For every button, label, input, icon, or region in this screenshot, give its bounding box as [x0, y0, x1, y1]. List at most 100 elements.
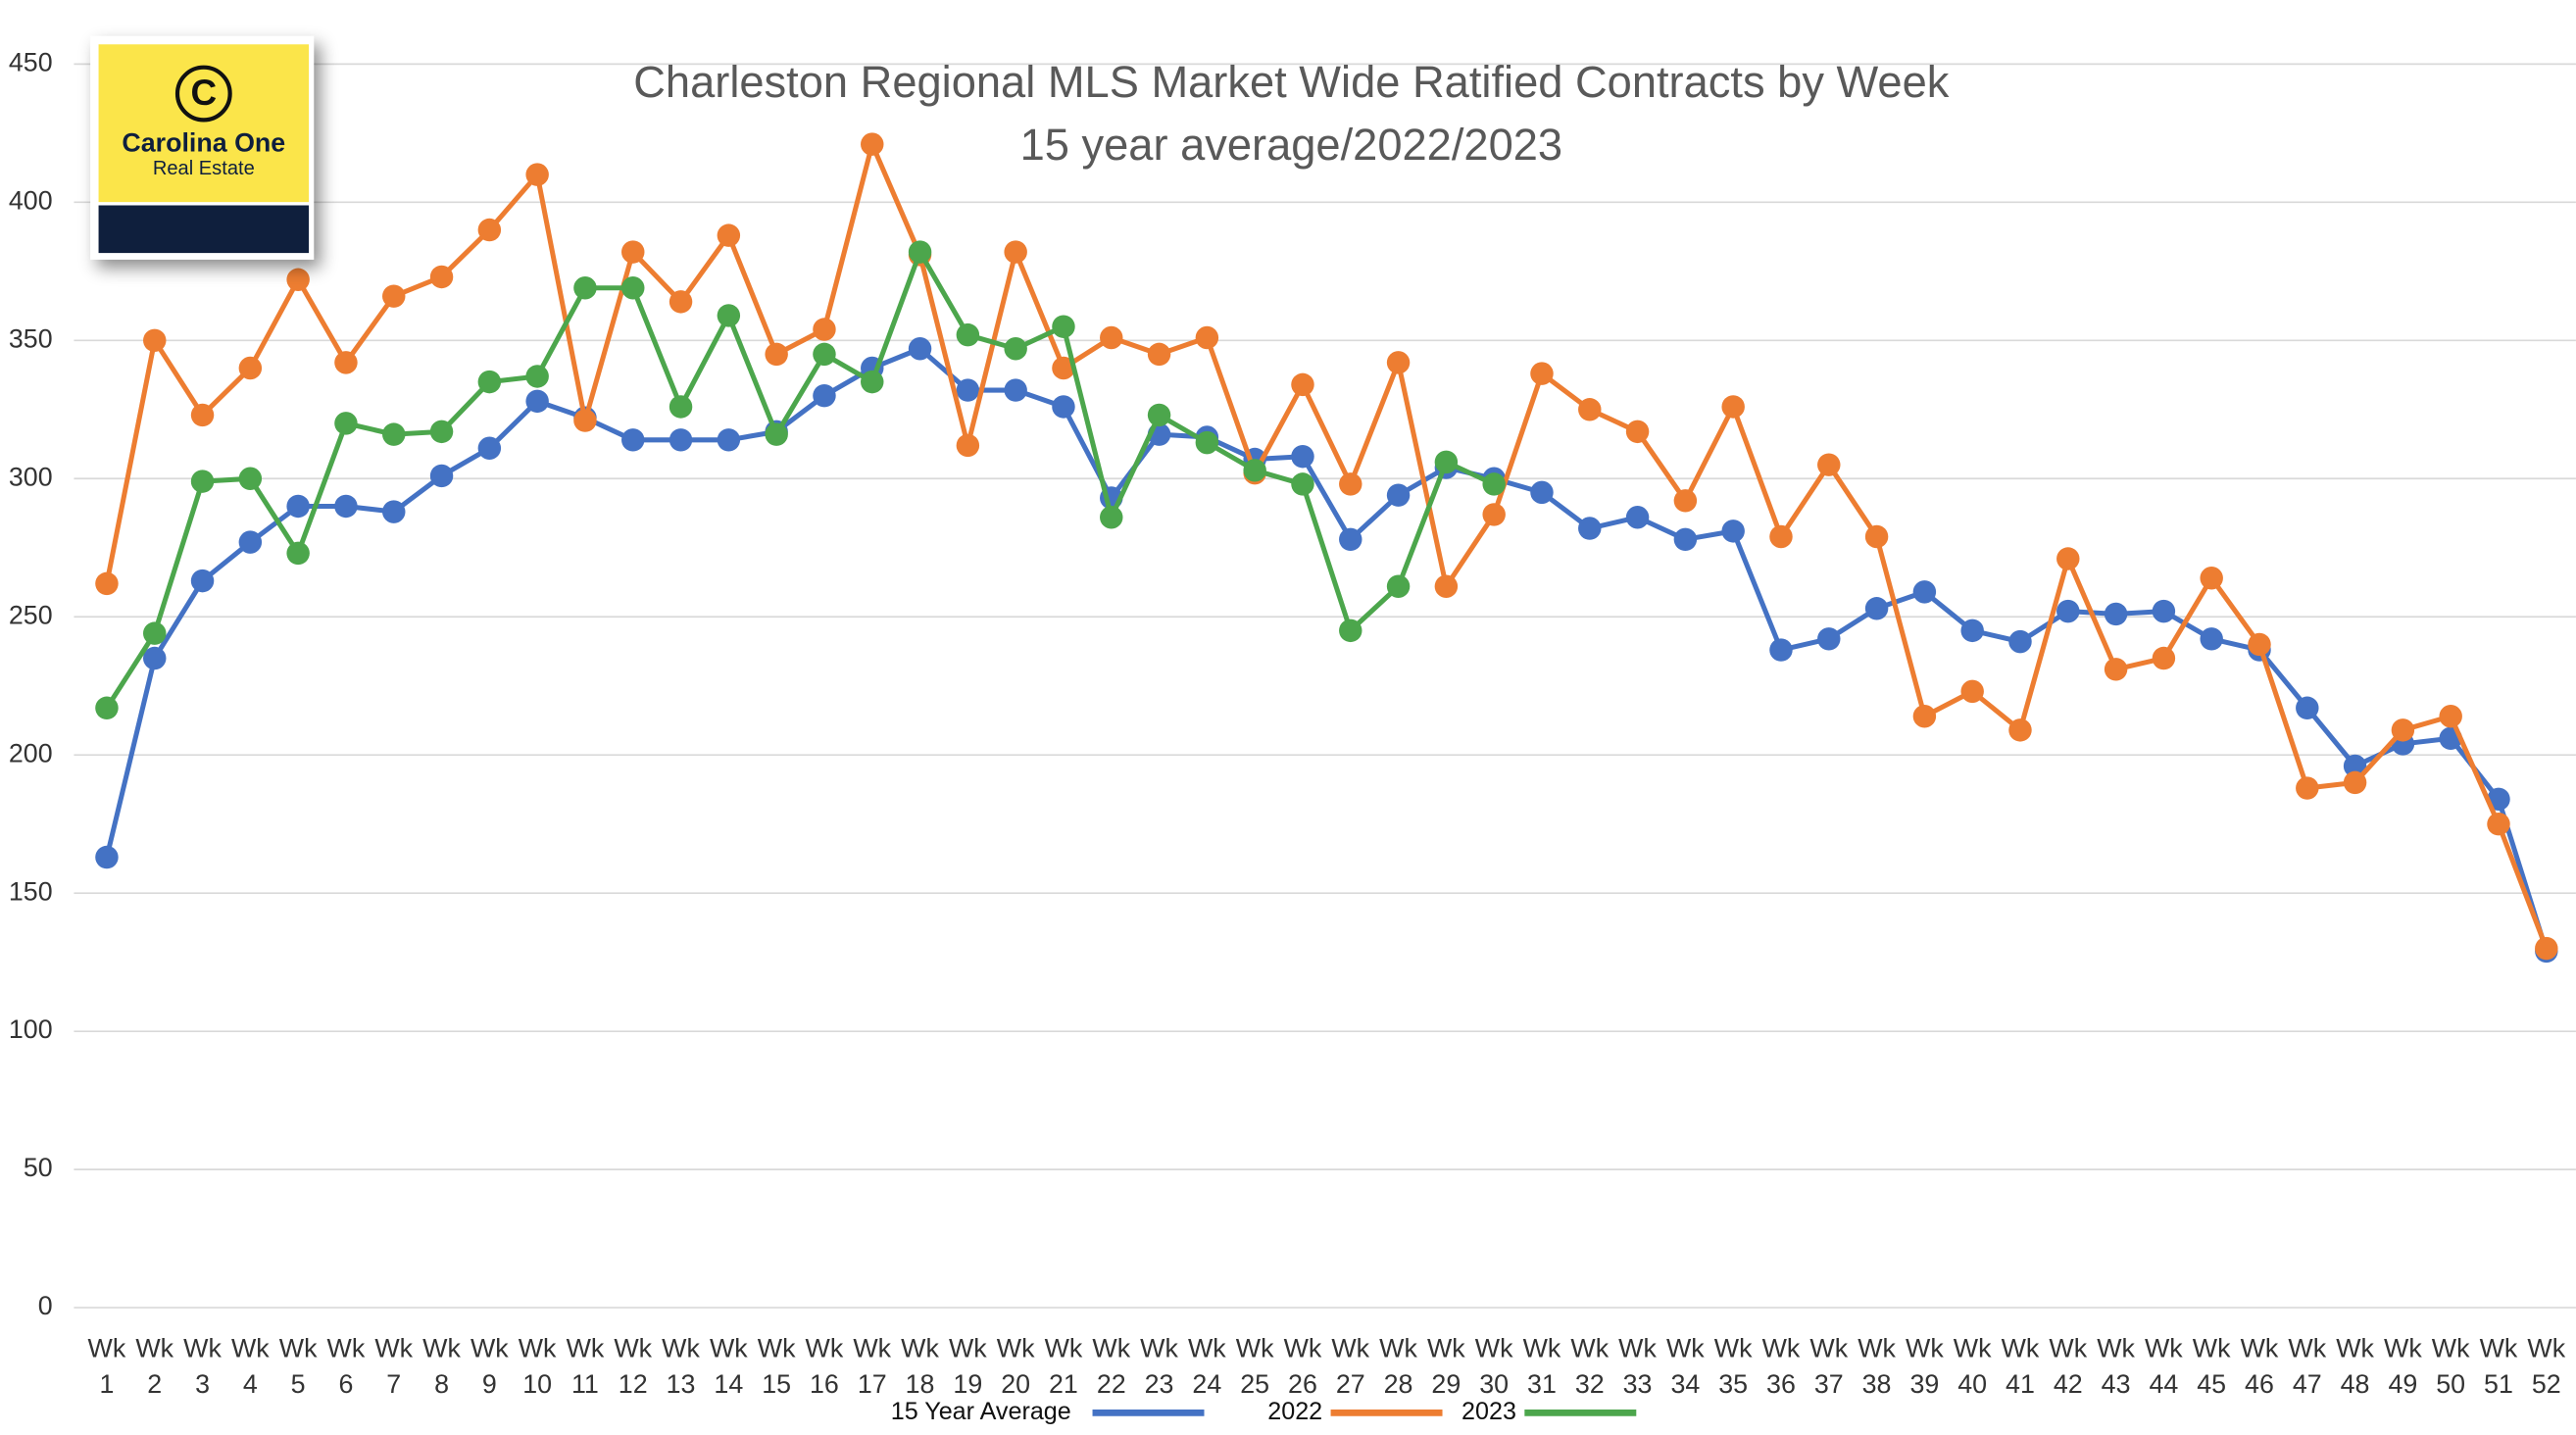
data-point: [143, 646, 167, 670]
data-point: [382, 500, 406, 523]
data-point: [2535, 936, 2558, 961]
series-line: [104, 249, 1496, 710]
data-point: [1291, 444, 1314, 469]
x-tick-label: Wk 50: [2431, 1335, 2470, 1400]
data-point: [861, 370, 884, 394]
data-point: [1482, 503, 1506, 526]
data-point: [1195, 325, 1219, 350]
data-point: [238, 530, 263, 554]
data-point: [813, 342, 836, 367]
data-point: [1386, 351, 1411, 374]
data-point: [477, 370, 502, 394]
data-point: [1817, 453, 1841, 476]
data-point: [1291, 472, 1314, 496]
data-point: [573, 276, 597, 300]
data-point: [334, 412, 358, 435]
x-tick-label: Wk 26: [1283, 1335, 1322, 1400]
x-tick-label: Wk 12: [614, 1335, 653, 1400]
data-point: [2487, 812, 2510, 836]
x-tick-label: Wk 47: [2288, 1335, 2327, 1400]
data-point: [2104, 602, 2128, 626]
data-point: [621, 240, 645, 264]
data-point: [1052, 356, 1075, 380]
data-point: [334, 351, 358, 374]
data-point: [956, 322, 980, 347]
data-point: [1339, 472, 1362, 496]
data-point: [765, 342, 788, 367]
y-tick-label: 50: [24, 1153, 53, 1182]
data-point: [1434, 450, 1459, 474]
x-tick-label: Wk 4: [230, 1335, 270, 1400]
x-tick-label: Wk 51: [2479, 1335, 2518, 1400]
x-tick-label: Wk 14: [709, 1335, 748, 1400]
y-tick-label: 450: [9, 47, 53, 76]
data-point: [1482, 472, 1506, 496]
data-point: [1817, 627, 1841, 651]
data-point: [669, 290, 693, 314]
data-point: [1864, 597, 1889, 620]
data-point: [2248, 632, 2271, 657]
logo-band: [98, 205, 310, 254]
data-point: [908, 337, 932, 361]
data-point: [1052, 315, 1075, 338]
x-tick-label: Wk 2: [135, 1335, 174, 1400]
x-tick-label: Wk 20: [996, 1335, 1035, 1400]
legend-label: 2023: [1461, 1398, 1516, 1425]
data-point: [286, 494, 310, 519]
data-point: [1530, 480, 1554, 505]
x-tick-label: Wk 42: [2049, 1335, 2088, 1400]
data-point: [1578, 517, 1602, 540]
data-point: [1769, 638, 1793, 662]
x-tick-label: Wk 3: [183, 1335, 222, 1400]
data-point: [1386, 483, 1411, 507]
data-point: [861, 132, 884, 156]
data-point: [1721, 520, 1745, 543]
data-point: [1195, 430, 1219, 455]
y-tick-label: 150: [9, 876, 53, 906]
legend-label: 15 Year Average: [891, 1398, 1071, 1425]
data-point: [95, 571, 119, 596]
data-point: [2056, 599, 2080, 623]
x-tick-label: Wk 48: [2336, 1335, 2374, 1400]
data-point: [190, 470, 215, 493]
data-point: [2104, 658, 2128, 681]
data-point: [2343, 754, 2367, 778]
data-point: [717, 304, 741, 327]
y-tick-label: 250: [9, 600, 53, 629]
data-point: [2343, 770, 2367, 795]
data-point: [813, 318, 836, 341]
data-point: [1625, 420, 1650, 444]
x-tick-label: Wk 36: [1761, 1335, 1801, 1400]
data-point: [717, 223, 741, 247]
x-tick-label: Wk 5: [278, 1335, 318, 1400]
data-point: [1625, 506, 1650, 529]
data-point: [429, 464, 454, 488]
x-tick-label: Wk 11: [566, 1335, 605, 1400]
data-point: [621, 428, 645, 452]
data-point: [1004, 378, 1027, 402]
logo-symbol: C: [191, 73, 218, 113]
x-tick-label: Wk 10: [518, 1335, 557, 1400]
x-tick-label: Wk 6: [326, 1335, 366, 1400]
data-point: [2296, 696, 2319, 720]
data-point: [2200, 567, 2223, 590]
data-point: [669, 395, 693, 419]
x-tick-label: Wk 19: [948, 1335, 987, 1400]
data-point: [669, 428, 693, 452]
data-point: [1339, 527, 1362, 552]
data-point: [1530, 362, 1554, 385]
x-tick-label: Wk 39: [1906, 1335, 1944, 1400]
x-tick-label: Wk 44: [2144, 1335, 2183, 1400]
data-point: [908, 240, 932, 264]
series-line: [104, 141, 2550, 950]
data-point: [1912, 705, 1937, 728]
data-point: [334, 494, 358, 519]
y-tick-label: 400: [9, 185, 53, 215]
data-point: [238, 356, 263, 380]
data-point: [95, 845, 119, 869]
x-tick-label: Wk 45: [2192, 1335, 2231, 1400]
x-tick-label: Wk 49: [2384, 1335, 2422, 1400]
x-tick-label: Wk 33: [1618, 1335, 1657, 1400]
x-tick-label: Wk 28: [1379, 1335, 1417, 1400]
